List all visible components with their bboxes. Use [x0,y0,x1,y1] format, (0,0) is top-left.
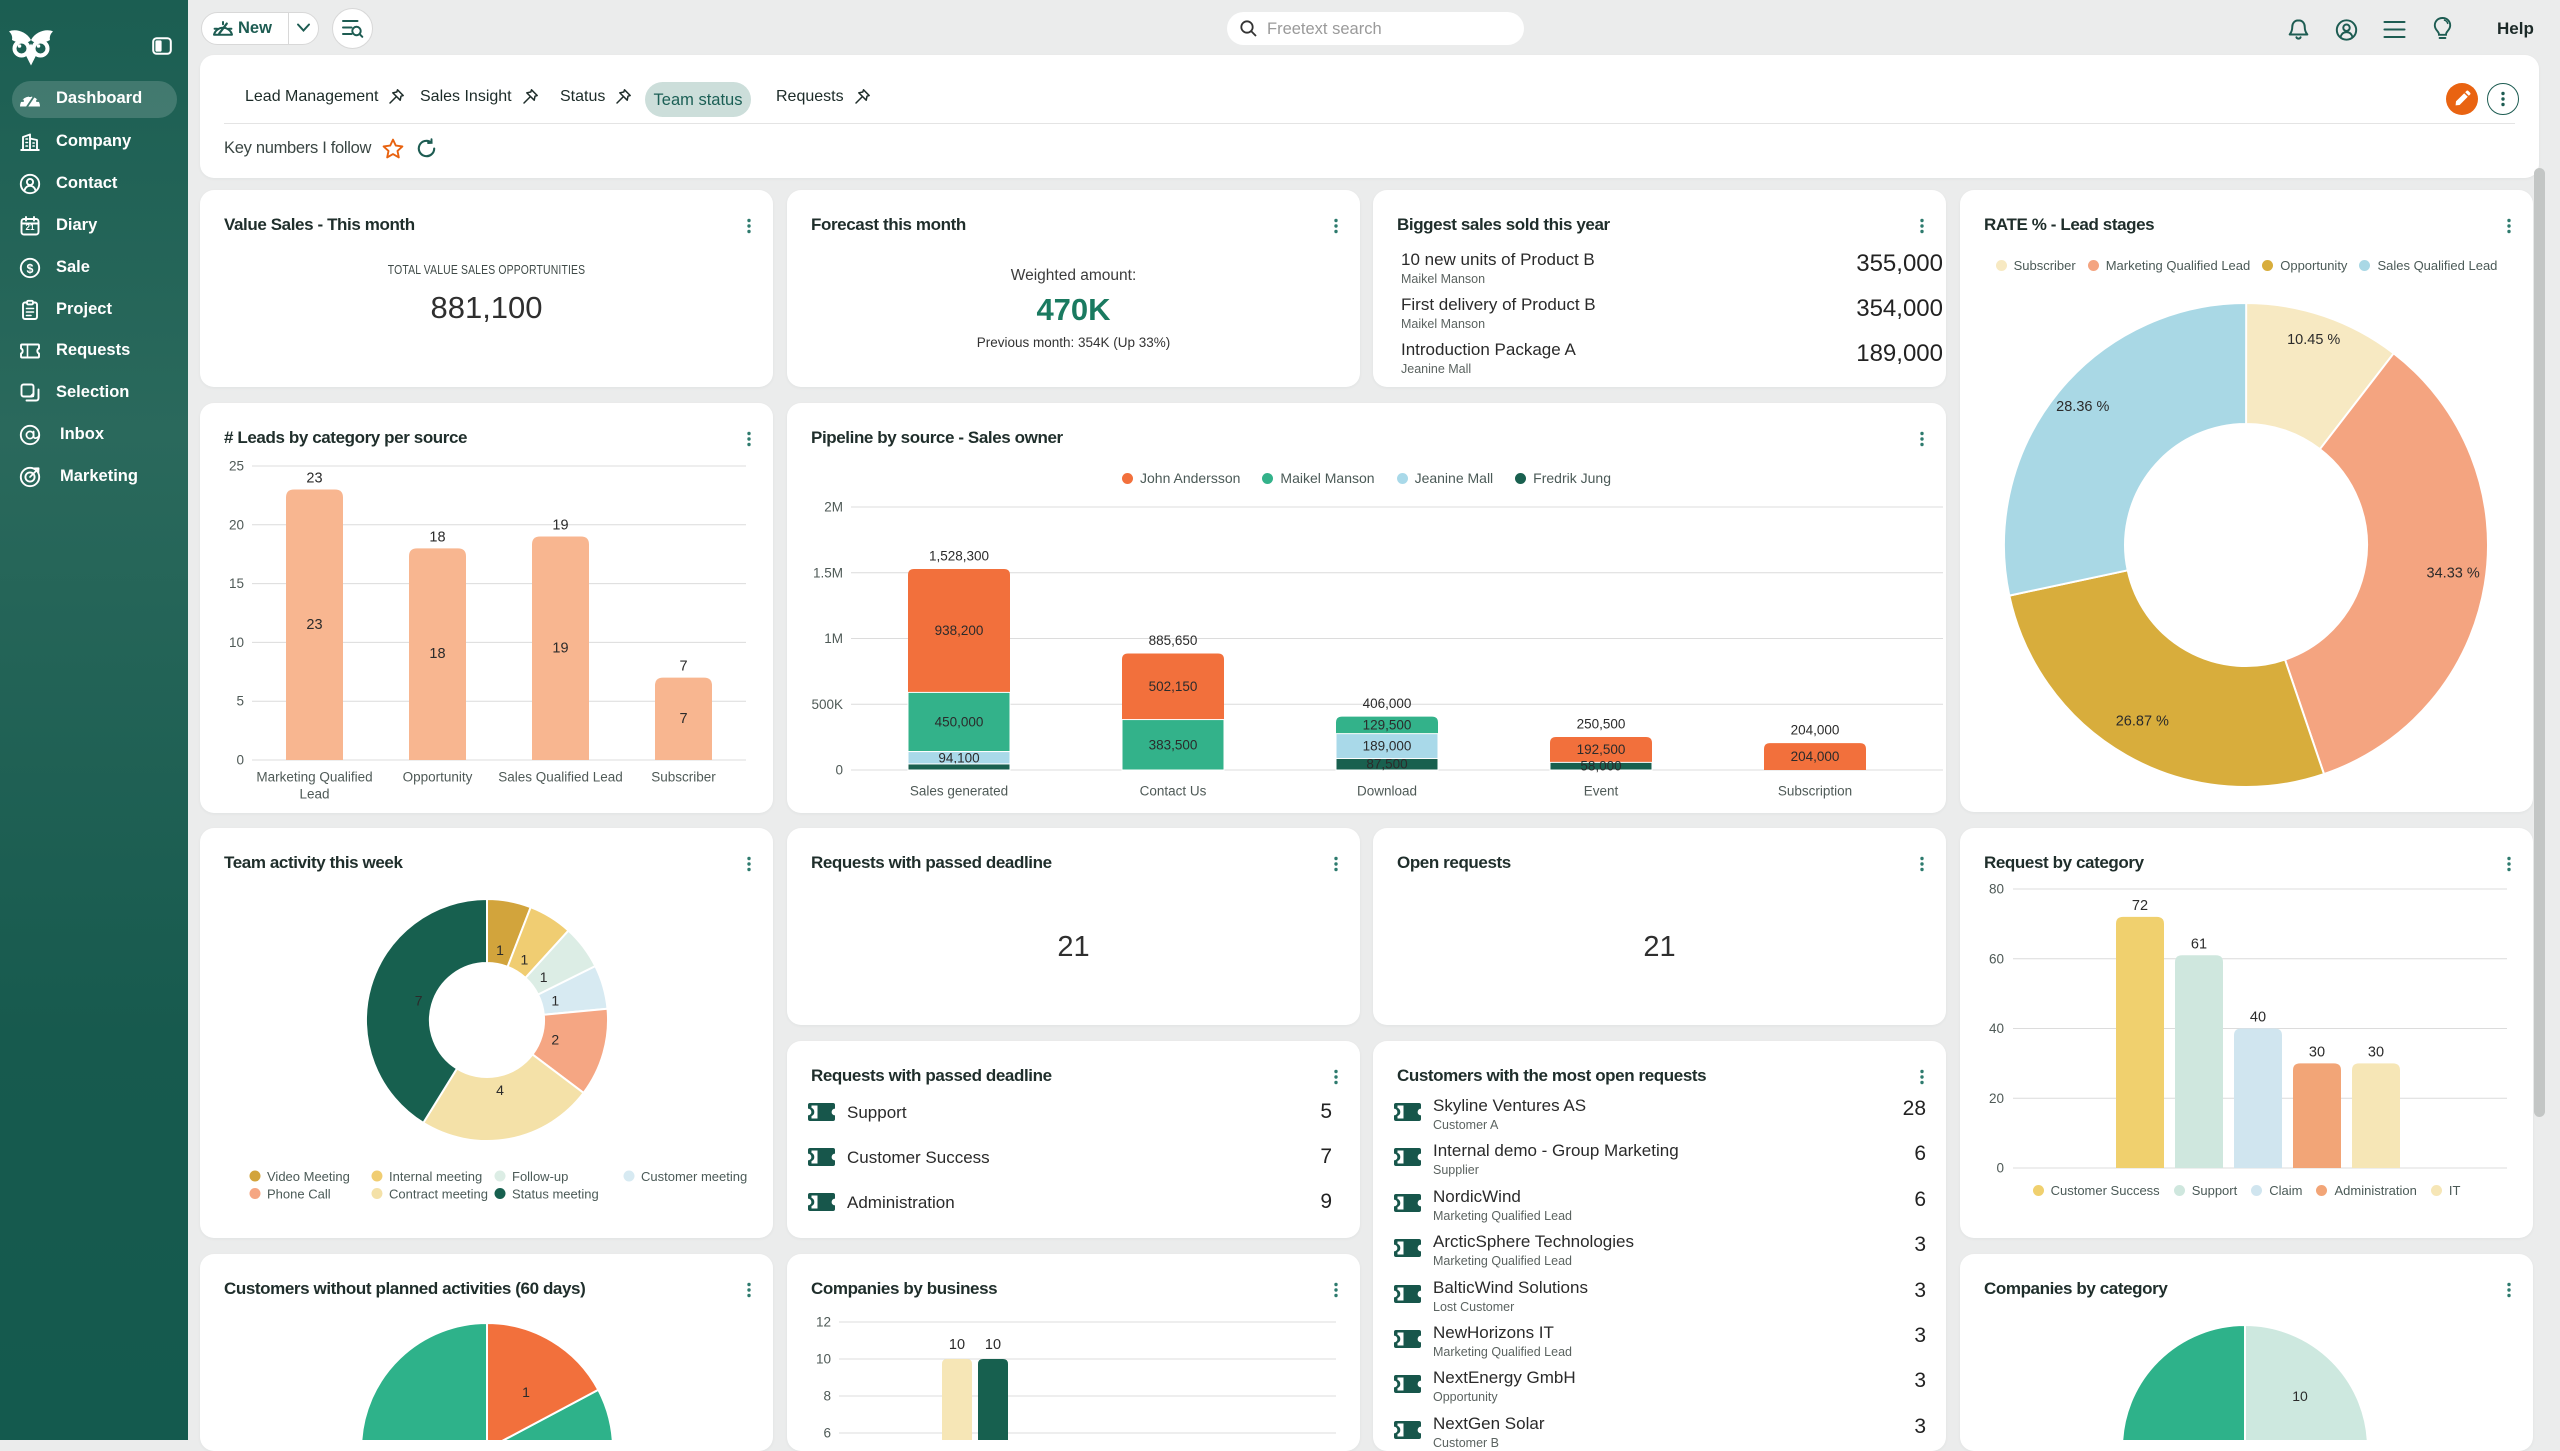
svg-text:19: 19 [552,640,568,656]
svg-text:60: 60 [1989,951,2004,966]
svg-text:7: 7 [679,711,687,727]
svg-text:189,000: 189,000 [1363,739,1412,754]
svg-text:$: $ [27,262,34,276]
svg-text:10: 10 [229,635,244,650]
svg-text:18: 18 [429,529,445,545]
svg-text:383,500: 383,500 [1149,737,1198,752]
svg-text:40: 40 [2250,1010,2266,1026]
svg-text:Status meeting: Status meeting [512,1187,599,1202]
svg-text:1: 1 [540,969,548,985]
svg-text:1: 1 [551,993,559,1009]
svg-text:7: 7 [415,993,423,1009]
svg-text:Sales generated: Sales generated [910,784,1008,799]
svg-text:5: 5 [236,694,244,709]
svg-text:61: 61 [2191,936,2207,952]
svg-text:34.33 %: 34.33 % [2427,565,2480,581]
svg-text:20: 20 [1989,1091,2004,1106]
svg-text:192,500: 192,500 [1577,742,1626,757]
svg-text:30: 30 [2309,1044,2325,1060]
svg-text:8: 8 [823,1389,831,1404]
svg-text:Sales Qualified Lead: Sales Qualified Lead [498,770,623,785]
svg-text:Download: Download [1357,784,1417,799]
svg-text:Customer meeting: Customer meeting [641,1169,747,1184]
svg-text:2M: 2M [824,500,843,515]
svg-text:938,200: 938,200 [935,623,984,638]
svg-text:1: 1 [522,1384,530,1400]
svg-text:1.5M: 1.5M [813,565,843,580]
svg-text:1M: 1M [824,631,843,646]
svg-text:10: 10 [985,1337,1001,1353]
svg-text:Marketing Qualified: Marketing Qualified [256,770,372,785]
svg-text:1,528,300: 1,528,300 [929,549,989,564]
svg-text:Subscriber: Subscriber [651,770,716,785]
svg-text:250,500: 250,500 [1577,717,1626,732]
svg-text:0: 0 [835,763,843,778]
svg-text:30: 30 [2368,1044,2384,1060]
svg-text:Event: Event [1584,784,1619,799]
svg-text:25: 25 [229,459,244,474]
svg-text:15: 15 [229,576,244,591]
svg-text:2: 2 [551,1031,559,1047]
svg-text:0: 0 [1996,1161,2004,1176]
svg-text:885,650: 885,650 [1149,633,1198,648]
svg-text:20: 20 [229,517,244,532]
svg-text:58,000: 58,000 [1580,759,1621,774]
svg-text:10: 10 [816,1352,831,1367]
svg-text:Internal meeting: Internal meeting [389,1169,482,1184]
svg-text:6: 6 [823,1426,831,1441]
svg-text:12: 12 [816,1315,831,1330]
svg-text:40: 40 [1989,1021,2004,1036]
svg-text:94,100: 94,100 [938,750,979,765]
svg-text:18: 18 [429,646,445,662]
svg-text:1: 1 [520,952,528,968]
svg-text:1: 1 [496,942,504,958]
svg-text:Video Meeting: Video Meeting [267,1169,350,1184]
svg-text:26.87 %: 26.87 % [2116,714,2169,730]
svg-text:10.45 %: 10.45 % [2287,332,2340,348]
svg-text:204,000: 204,000 [1791,749,1840,764]
svg-text:28.36 %: 28.36 % [2056,399,2109,415]
svg-text:129,500: 129,500 [1363,718,1412,733]
svg-text:23: 23 [306,471,322,487]
svg-text:72: 72 [2132,898,2148,914]
svg-text:406,000: 406,000 [1363,696,1412,711]
svg-text:0: 0 [236,753,244,768]
svg-text:21: 21 [26,223,35,232]
svg-text:10: 10 [2292,1388,2308,1404]
svg-text:500K: 500K [811,697,843,712]
svg-text:87,500: 87,500 [1366,757,1407,772]
svg-text:Follow-up: Follow-up [512,1169,568,1184]
svg-text:204,000: 204,000 [1791,723,1840,738]
svg-text:10: 10 [949,1337,965,1353]
svg-text:23: 23 [306,617,322,633]
svg-text:Subscription: Subscription [1778,784,1852,799]
svg-text:4: 4 [496,1082,504,1098]
svg-text:Lead: Lead [299,787,329,802]
svg-text:Contact Us: Contact Us [1140,784,1207,799]
svg-text:7: 7 [679,659,687,675]
svg-text:Opportunity: Opportunity [403,770,473,785]
svg-text:Contract meeting: Contract meeting [389,1187,488,1202]
svg-text:502,150: 502,150 [1149,679,1198,694]
svg-text:19: 19 [552,518,568,534]
svg-text:450,000: 450,000 [935,714,984,729]
svg-text:Phone Call: Phone Call [267,1187,331,1202]
svg-text:80: 80 [1989,882,2004,897]
